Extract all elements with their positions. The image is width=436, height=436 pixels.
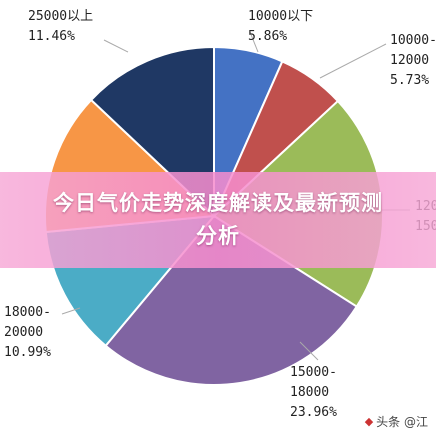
watermark: ◆ 头条 @江 (360, 412, 432, 430)
callout-line (319, 43, 387, 79)
slice-range-label: 15000- (290, 365, 337, 380)
slice-range-label: 18000- (4, 305, 51, 320)
title-banner: 今日气价走势深度解读及最新预测分析 (0, 172, 436, 268)
slice-range-label: 20000 (4, 325, 43, 340)
callout-line (299, 341, 319, 361)
pie-slice (104, 214, 359, 386)
watermark-icon: ◆ (364, 414, 374, 428)
slice-range-label: 18000 (290, 385, 329, 400)
watermark-text: 头条 @江 (376, 414, 428, 429)
slice-range-label: 25000以上 (28, 9, 93, 24)
slice-percent-label: 11.46% (28, 29, 75, 44)
callout-line (103, 39, 129, 53)
slice-range-label: 10000以下 (248, 9, 313, 24)
slice-percent-label: 5.86% (248, 29, 287, 44)
slice-percent-label: 10.99% (4, 345, 51, 360)
slice-range-label: 10000- (390, 33, 436, 48)
slice-range-label: 12000 (390, 53, 429, 68)
banner-title: 今日气价走势深度解读及最新预测分析 (53, 191, 383, 248)
slice-percent-label: 5.73% (390, 73, 429, 88)
callout-line (61, 307, 81, 315)
slice-percent-label: 23.96% (290, 405, 337, 420)
callout-line (249, 31, 259, 53)
